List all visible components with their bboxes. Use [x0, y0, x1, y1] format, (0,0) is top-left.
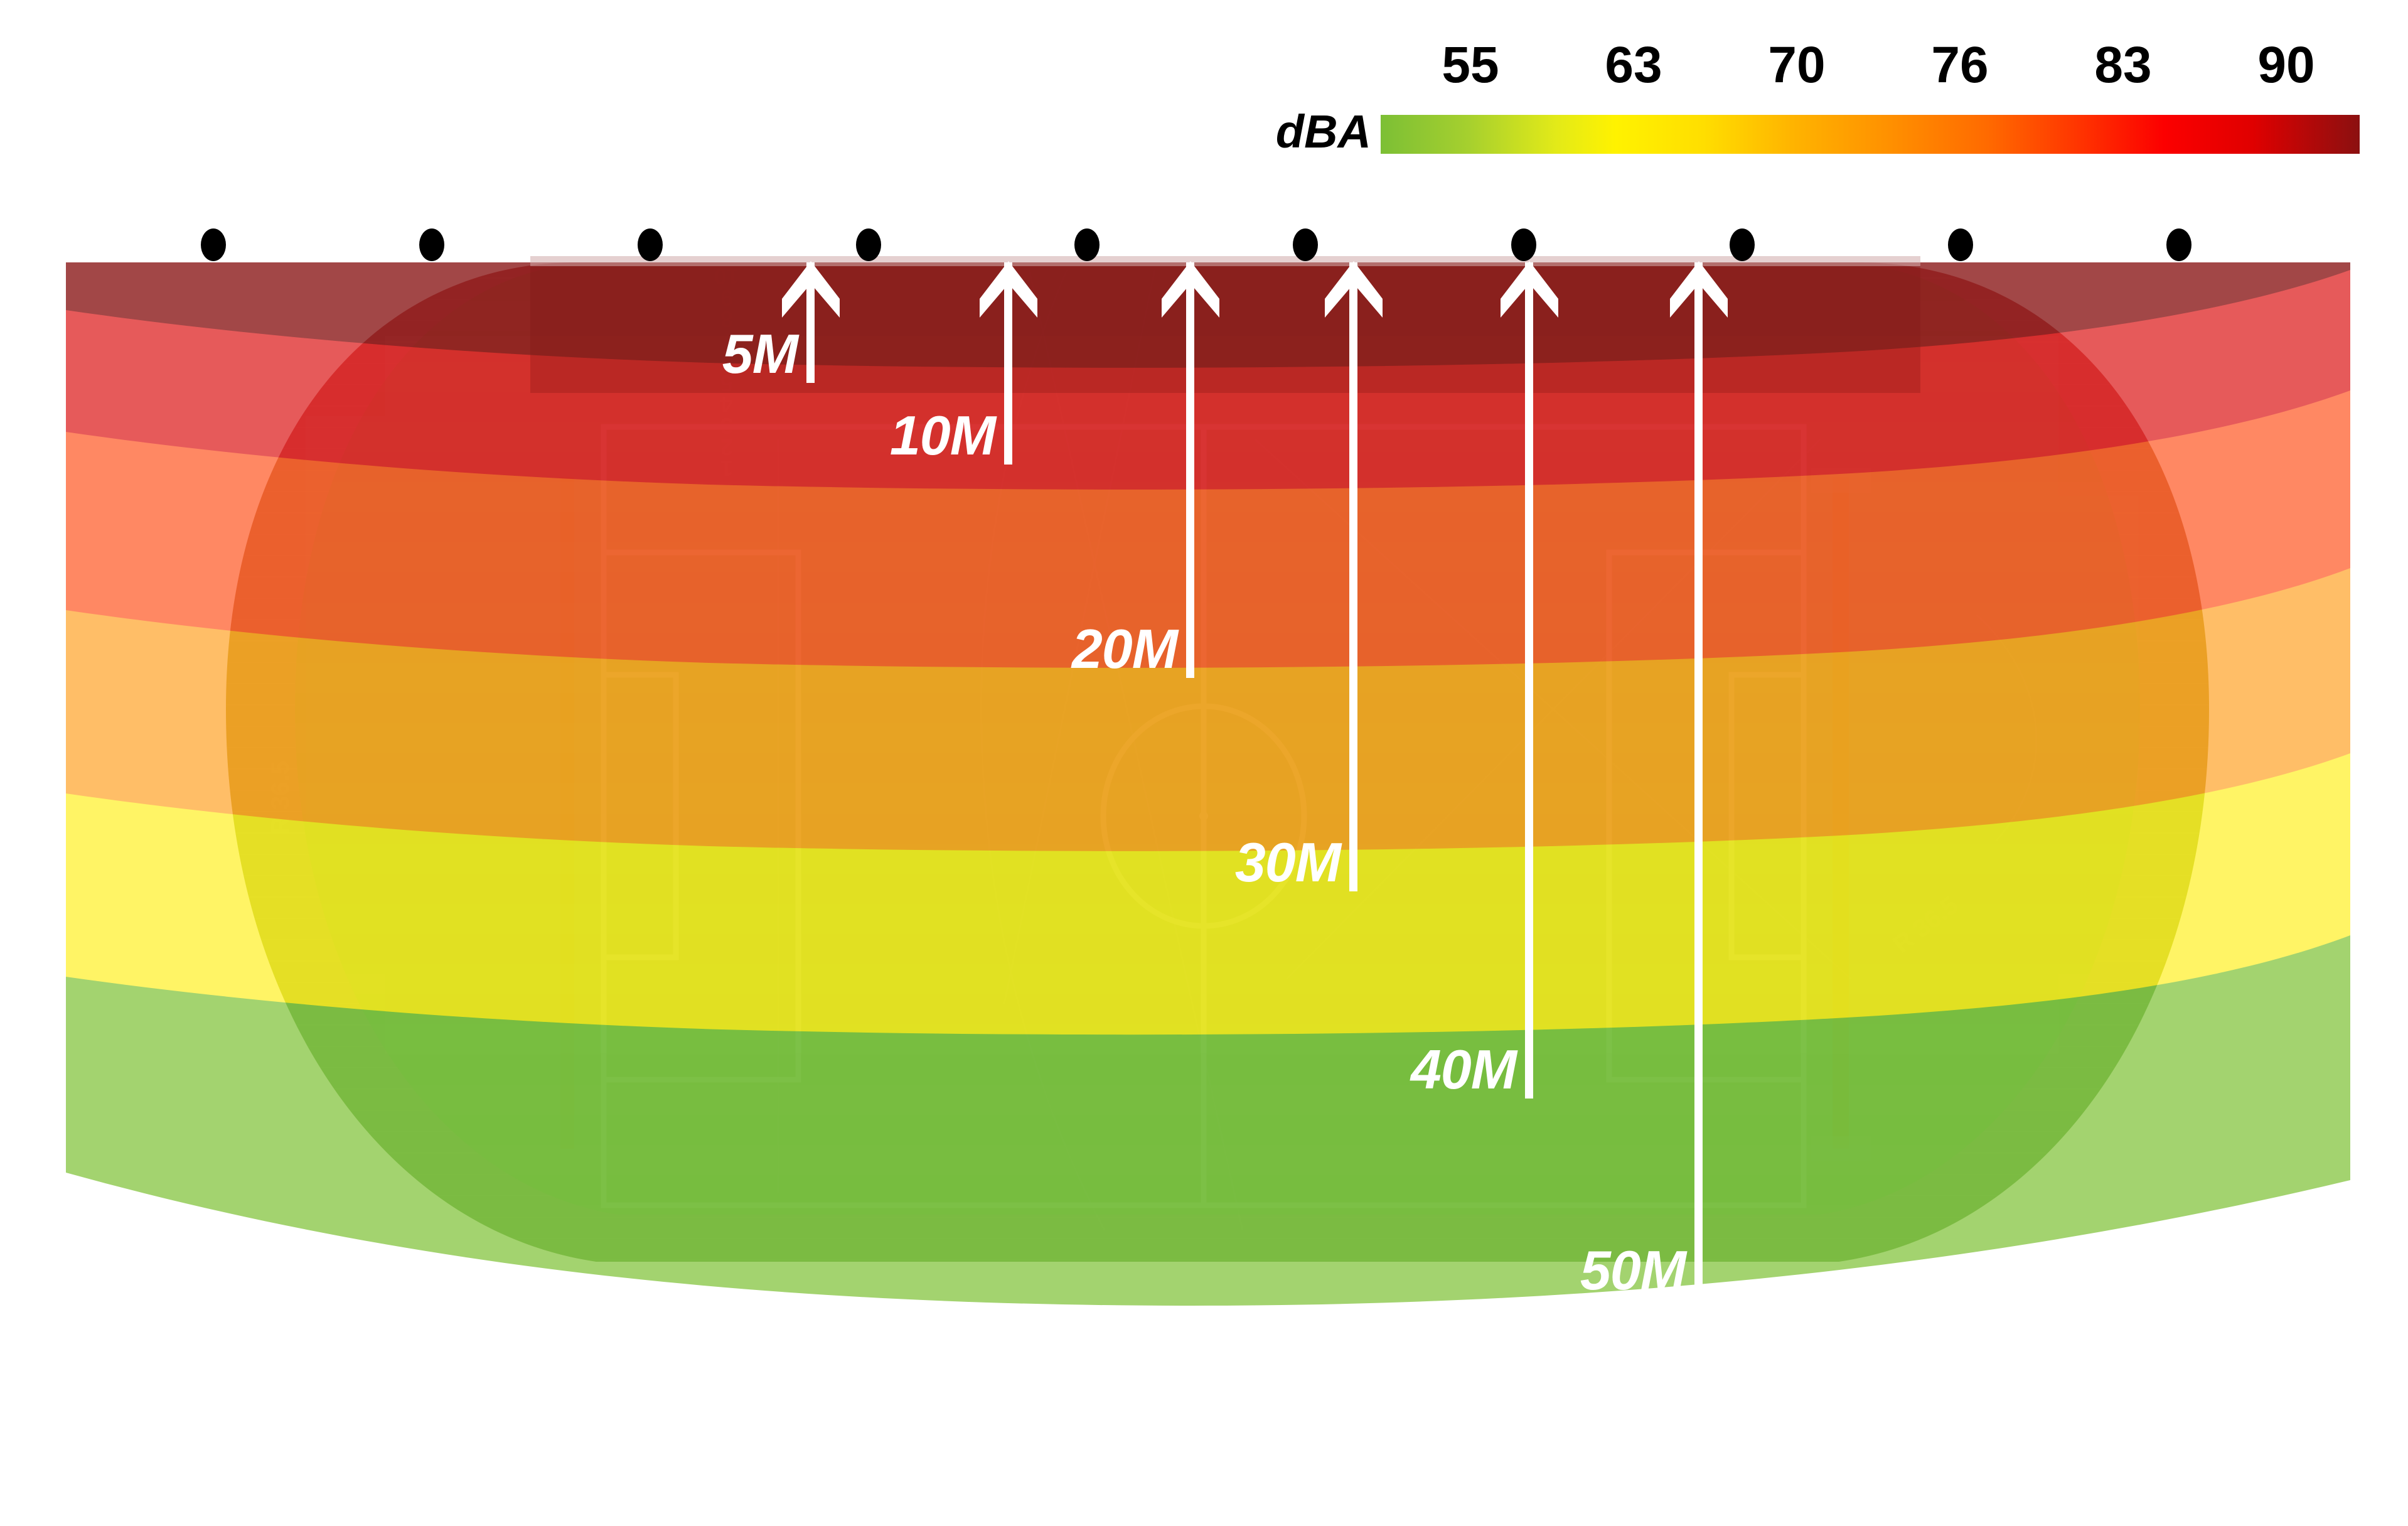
arrow-shaft — [806, 262, 815, 383]
speaker-marker-2 — [419, 228, 444, 261]
speaker-marker-8 — [1730, 228, 1755, 261]
measurement-strip-highlight — [530, 256, 1920, 266]
legend-tick-90: 90 — [2257, 36, 2315, 94]
arrow-head-icon — [1501, 261, 1558, 318]
legend-tick-83: 83 — [2094, 36, 2152, 94]
speaker-marker-10 — [2166, 228, 2191, 261]
arrow-head-icon — [782, 261, 840, 318]
dba-legend: 55 63 70 76 83 90 dBA — [1239, 35, 2369, 173]
legend-unit-label: dBA — [1275, 105, 1371, 158]
speaker-marker-1 — [201, 228, 226, 261]
distance-label-5m: 5M — [722, 323, 798, 385]
arrow-head-icon — [980, 261, 1037, 318]
distance-label-50m: 50M — [1580, 1239, 1686, 1301]
legend-tick-63: 63 — [1605, 36, 1662, 94]
legend-tick-76: 76 — [1931, 36, 1989, 94]
legend-tick-55: 55 — [1442, 36, 1499, 94]
arrow-shaft — [1525, 262, 1533, 1099]
speaker-marker-4 — [856, 228, 881, 261]
contour-bands-oval-overlay — [226, 262, 2209, 1262]
speaker-marker-3 — [638, 228, 663, 261]
arrow-shaft — [1694, 262, 1703, 1299]
legend-tick-row: 55 63 70 76 83 90 — [1381, 35, 2360, 104]
arrow-head-icon — [1162, 261, 1219, 318]
distance-label-40m: 40M — [1410, 1038, 1517, 1100]
arrow-shaft — [1349, 262, 1357, 891]
speaker-marker-5 — [1074, 228, 1100, 261]
legend-gradient-bar — [1381, 115, 2360, 154]
speaker-marker-7 — [1511, 228, 1536, 261]
arrow-shaft — [1186, 262, 1194, 678]
distance-label-30m: 30M — [1234, 831, 1341, 893]
arrow-head-icon — [1670, 261, 1728, 318]
arrow-shaft — [1004, 262, 1012, 465]
distance-label-20m: 20M — [1071, 618, 1178, 680]
distance-label-10m: 10M — [889, 404, 996, 466]
legend-tick-70: 70 — [1768, 36, 1826, 94]
arrow-head-icon — [1325, 261, 1383, 318]
speaker-marker-9 — [1948, 228, 1973, 261]
speaker-marker-6 — [1293, 228, 1318, 261]
